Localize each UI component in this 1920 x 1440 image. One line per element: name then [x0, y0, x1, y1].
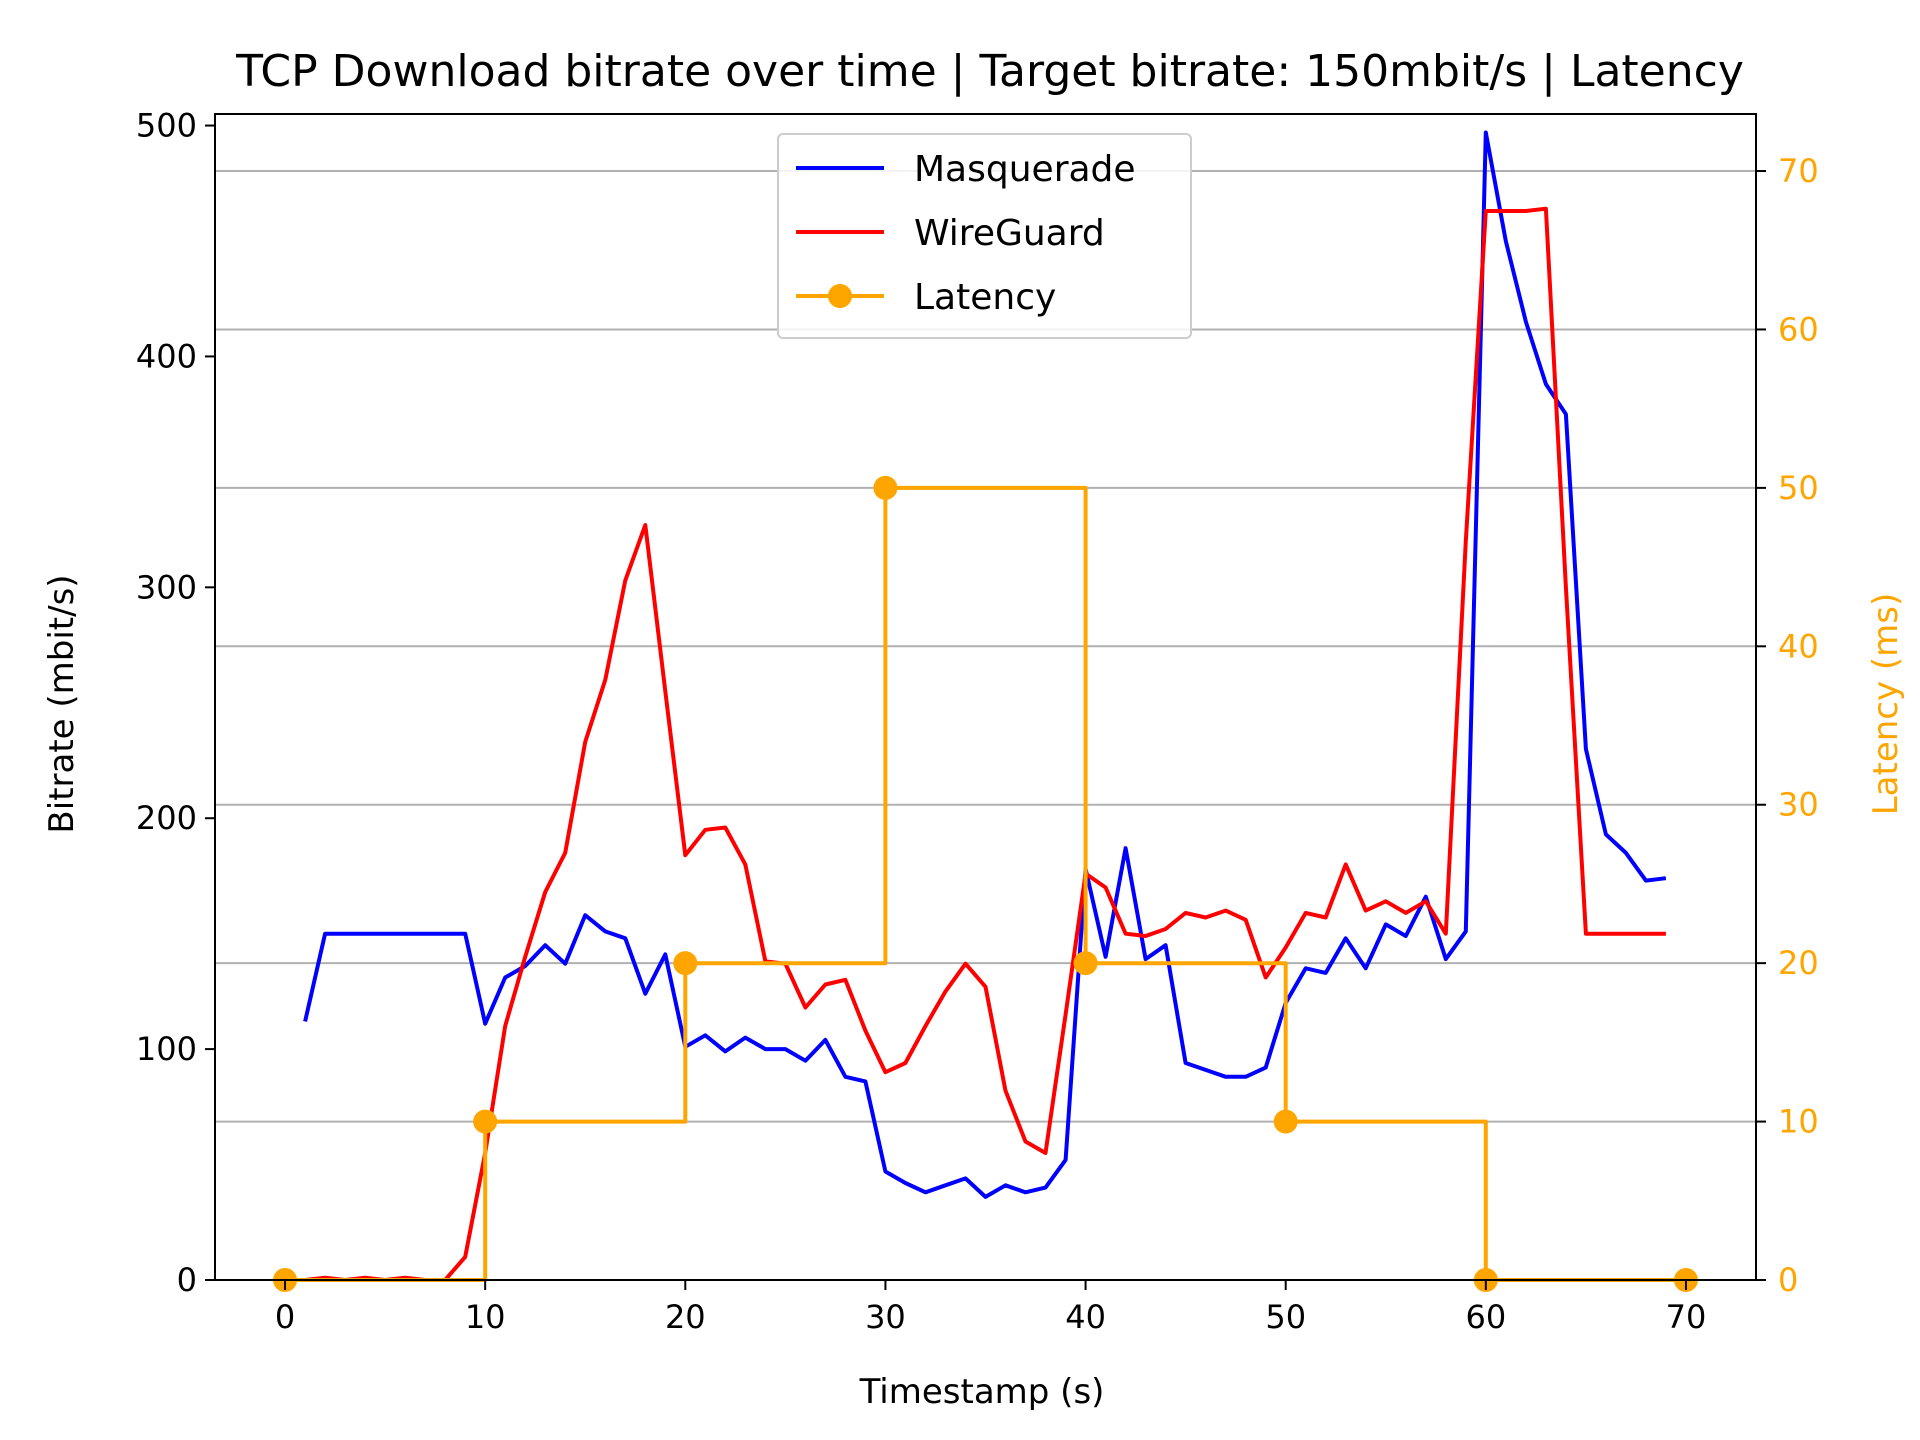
x-axis-label: Timestamp (s)	[859, 1372, 1105, 1412]
x-tick-label: 70	[1666, 1298, 1707, 1336]
legend-box	[777, 133, 1192, 339]
x-tick-label: 50	[1265, 1298, 1306, 1336]
series-line-latency	[285, 485, 1686, 1282]
latency-point	[1273, 1109, 1298, 1134]
legend-label-latency: Latency	[914, 277, 1056, 318]
latency-point	[473, 1109, 498, 1134]
legend-label-masquerade: Masquerade	[914, 149, 1136, 190]
y-tick-label: 300	[136, 568, 197, 606]
x-tick-label: 40	[1065, 1298, 1106, 1336]
legend-label-wireguard: WireGuard	[914, 213, 1105, 254]
y-axis-right-label: Latency (ms)	[1866, 593, 1906, 816]
latency-point	[673, 951, 698, 976]
latency-point	[873, 475, 898, 500]
x-tick-label: 20	[665, 1298, 706, 1336]
series-layer	[273, 130, 1698, 1292]
latency-point	[1073, 951, 1098, 976]
y2-tick-label: 10	[1778, 1103, 1819, 1141]
x-tick-label: 10	[465, 1298, 506, 1336]
y2-tick-label: 30	[1778, 786, 1819, 824]
series-line-wireguard	[285, 206, 1666, 1282]
x-tick-label: 0	[275, 1298, 295, 1336]
y2-tick-label: 60	[1778, 310, 1819, 348]
plot-frame	[214, 113, 1757, 1281]
y-axis-right: 0 10 20 30 40 50 60 70	[1756, 152, 1819, 1299]
x-tick-label: 30	[865, 1298, 906, 1336]
y-tick-label: 100	[136, 1030, 197, 1068]
y2-tick-label: 70	[1778, 152, 1819, 190]
y2-tick-label: 40	[1778, 627, 1819, 665]
x-tick-label: 60	[1465, 1298, 1506, 1336]
y-tick-label: 200	[136, 799, 197, 837]
series-line-masquerade	[303, 130, 1667, 1199]
y-axis-left-label: Bitrate (mbit/s)	[42, 574, 82, 833]
legend: Masquerade WireGuard Latency	[777, 133, 1192, 339]
x-axis: 0 10 20 30 40 50 60 70	[275, 1280, 1706, 1336]
y-tick-label: 0	[177, 1261, 197, 1299]
y2-tick-label: 20	[1778, 944, 1819, 982]
y2-tick-label: 50	[1778, 469, 1819, 507]
y-tick-label: 400	[136, 337, 197, 375]
chart-title: TCP Download bitrate over time | Target …	[235, 46, 1744, 97]
y-axis-left: 0 100 200 300 400 500	[136, 107, 215, 1299]
legend-marker-latency	[828, 284, 852, 308]
y2-tick-label: 0	[1778, 1261, 1798, 1299]
y-tick-label: 500	[136, 107, 197, 145]
